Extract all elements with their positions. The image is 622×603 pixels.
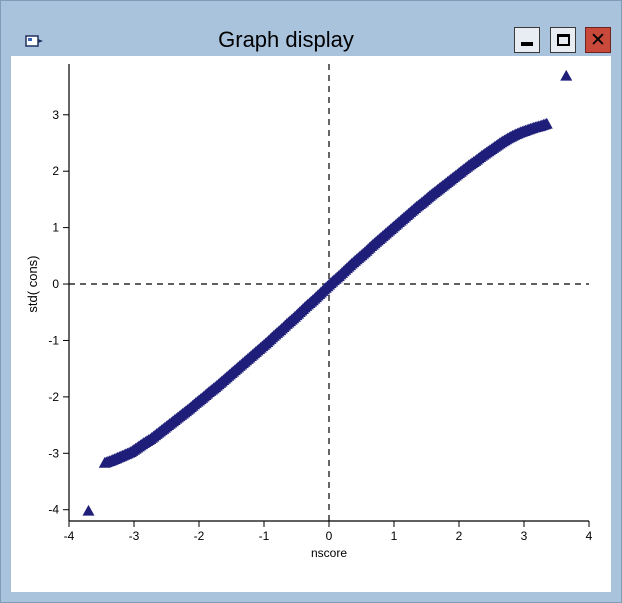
- data-point: [560, 69, 573, 81]
- minimize-button[interactable]: [514, 27, 540, 53]
- x-tick-label: -4: [64, 529, 75, 543]
- x-tick-label: 3: [521, 529, 528, 543]
- data-points: [82, 69, 573, 516]
- reference-lines: [69, 64, 589, 521]
- y-tick-label: -4: [48, 503, 59, 517]
- x-tick-label: 1: [391, 529, 398, 543]
- y-tick-label: -1: [48, 333, 59, 347]
- x-tick-label: 4: [586, 529, 593, 543]
- y-tick-label: 2: [52, 164, 59, 178]
- x-tick-label: -2: [194, 529, 205, 543]
- close-icon: ✕: [590, 28, 606, 51]
- y-tick-label: 0: [52, 277, 59, 291]
- graph-canvas-area: -4 -3 -2 -1 0 1 2 3 4 -4 -3 -2 -1 0 1 2 3 nscore std( cons…: [11, 56, 611, 592]
- scatter-plot: -4 -3 -2 -1 0 1 2 3 4 -4 -3 -2 -1 0 1 2 3 nscore std( cons…: [25, 64, 593, 560]
- y-axis-title: std( cons): [25, 255, 40, 312]
- x-tick-label: -1: [259, 529, 270, 543]
- axis-labels: -4 -3 -2 -1 0 1 2 3 4 -4 -3 -2 -1 0 1 2 3 nscore std( cons…: [25, 108, 593, 560]
- x-axis-title: nscore: [311, 546, 347, 560]
- data-point: [540, 117, 553, 129]
- title-bar[interactable]: Graph display ✕: [1, 1, 621, 55]
- x-tick-label: 2: [456, 529, 463, 543]
- y-tick-label: -3: [48, 446, 59, 460]
- y-tick-label: 3: [52, 108, 59, 122]
- close-button[interactable]: ✕: [585, 27, 611, 53]
- y-tick-label: -2: [48, 390, 59, 404]
- data-point: [82, 504, 95, 516]
- y-tick-label: 1: [52, 221, 59, 235]
- maximize-button[interactable]: [550, 27, 576, 53]
- minimize-icon: [521, 42, 533, 46]
- maximize-icon: [556, 34, 570, 46]
- window-title: Graph display: [218, 27, 354, 52]
- x-tick-label: 0: [326, 529, 333, 543]
- x-tick-label: -3: [129, 529, 140, 543]
- graph-app-icon[interactable]: [25, 33, 45, 49]
